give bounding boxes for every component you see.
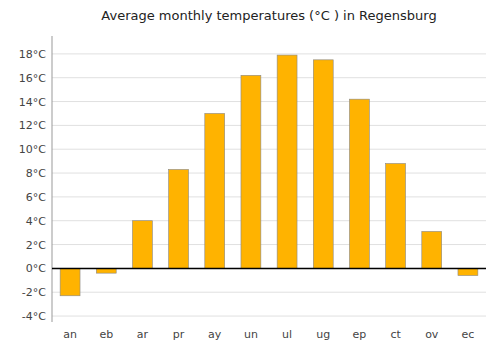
bar: [205, 113, 225, 268]
grid-line: [52, 77, 486, 78]
x-tick-label: ct: [390, 328, 401, 341]
bar: [349, 99, 369, 268]
grid: [52, 54, 486, 316]
y-tick-label: 8°C: [26, 167, 46, 180]
x-tick-label: pr: [173, 328, 185, 341]
grid-line: [52, 125, 486, 126]
x-tick-label: ul: [282, 328, 292, 341]
grid-line: [52, 244, 486, 245]
y-tick-label: 18°C: [19, 48, 46, 61]
grid-line: [52, 101, 486, 102]
x-tick-label: ec: [462, 328, 475, 341]
zero-line: [52, 268, 486, 270]
grid-line: [52, 173, 486, 174]
bar: [241, 75, 261, 268]
grid-line: [52, 268, 486, 269]
x-tick-label: ay: [208, 328, 222, 341]
y-tick-label: -4°C: [22, 310, 46, 323]
bar: [386, 164, 406, 269]
y-tick-label: 12°C: [19, 119, 46, 132]
bar: [422, 231, 442, 268]
grid-line: [52, 149, 486, 150]
x-tick-label: ar: [137, 328, 149, 341]
x-tick-label: an: [63, 328, 77, 341]
grid-line: [52, 316, 486, 317]
bars: [60, 55, 478, 296]
x-tick-label: ep: [353, 328, 367, 341]
bar: [277, 55, 297, 268]
y-tick-label: 2°C: [26, 239, 46, 252]
grid-line: [52, 53, 486, 54]
grid-line: [52, 220, 486, 221]
y-tick-label: 10°C: [19, 143, 46, 156]
y-tick-label: 14°C: [19, 96, 46, 109]
bar: [132, 221, 152, 269]
x-tick-label: ov: [425, 328, 439, 341]
bar: [458, 268, 478, 275]
bar: [313, 60, 333, 269]
y-tick-label: 0°C: [26, 262, 46, 275]
grid-line: [52, 196, 486, 197]
title: Average monthly temperatures (°C ) in Re…: [101, 8, 436, 23]
y-axis-line: [52, 36, 53, 322]
x-axis-ticks: an eb ar pr ay un ul ug ep ct ov ec: [63, 328, 474, 341]
grid-line: [52, 292, 486, 293]
bar: [169, 169, 189, 268]
chart-svg: Average monthly temperatures (°C ) in Re…: [0, 0, 500, 350]
y-axis-ticks: -4°C -2°C 0°C 2°C 4°C 6°C 8°C 10°C 12°C 14°C 16°C 1…: [19, 48, 46, 323]
y-tick-label: 4°C: [26, 215, 46, 228]
bar: [60, 268, 80, 295]
y-tick-label: 6°C: [26, 191, 46, 204]
x-tick-label: eb: [99, 328, 113, 341]
x-tick-label: ug: [316, 328, 330, 341]
chart-container: Average monthly temperatures (°C ) in Re…: [0, 0, 500, 350]
y-tick-label: -2°C: [22, 286, 46, 299]
x-tick-label: un: [244, 328, 258, 341]
y-tick-label: 16°C: [19, 72, 46, 85]
